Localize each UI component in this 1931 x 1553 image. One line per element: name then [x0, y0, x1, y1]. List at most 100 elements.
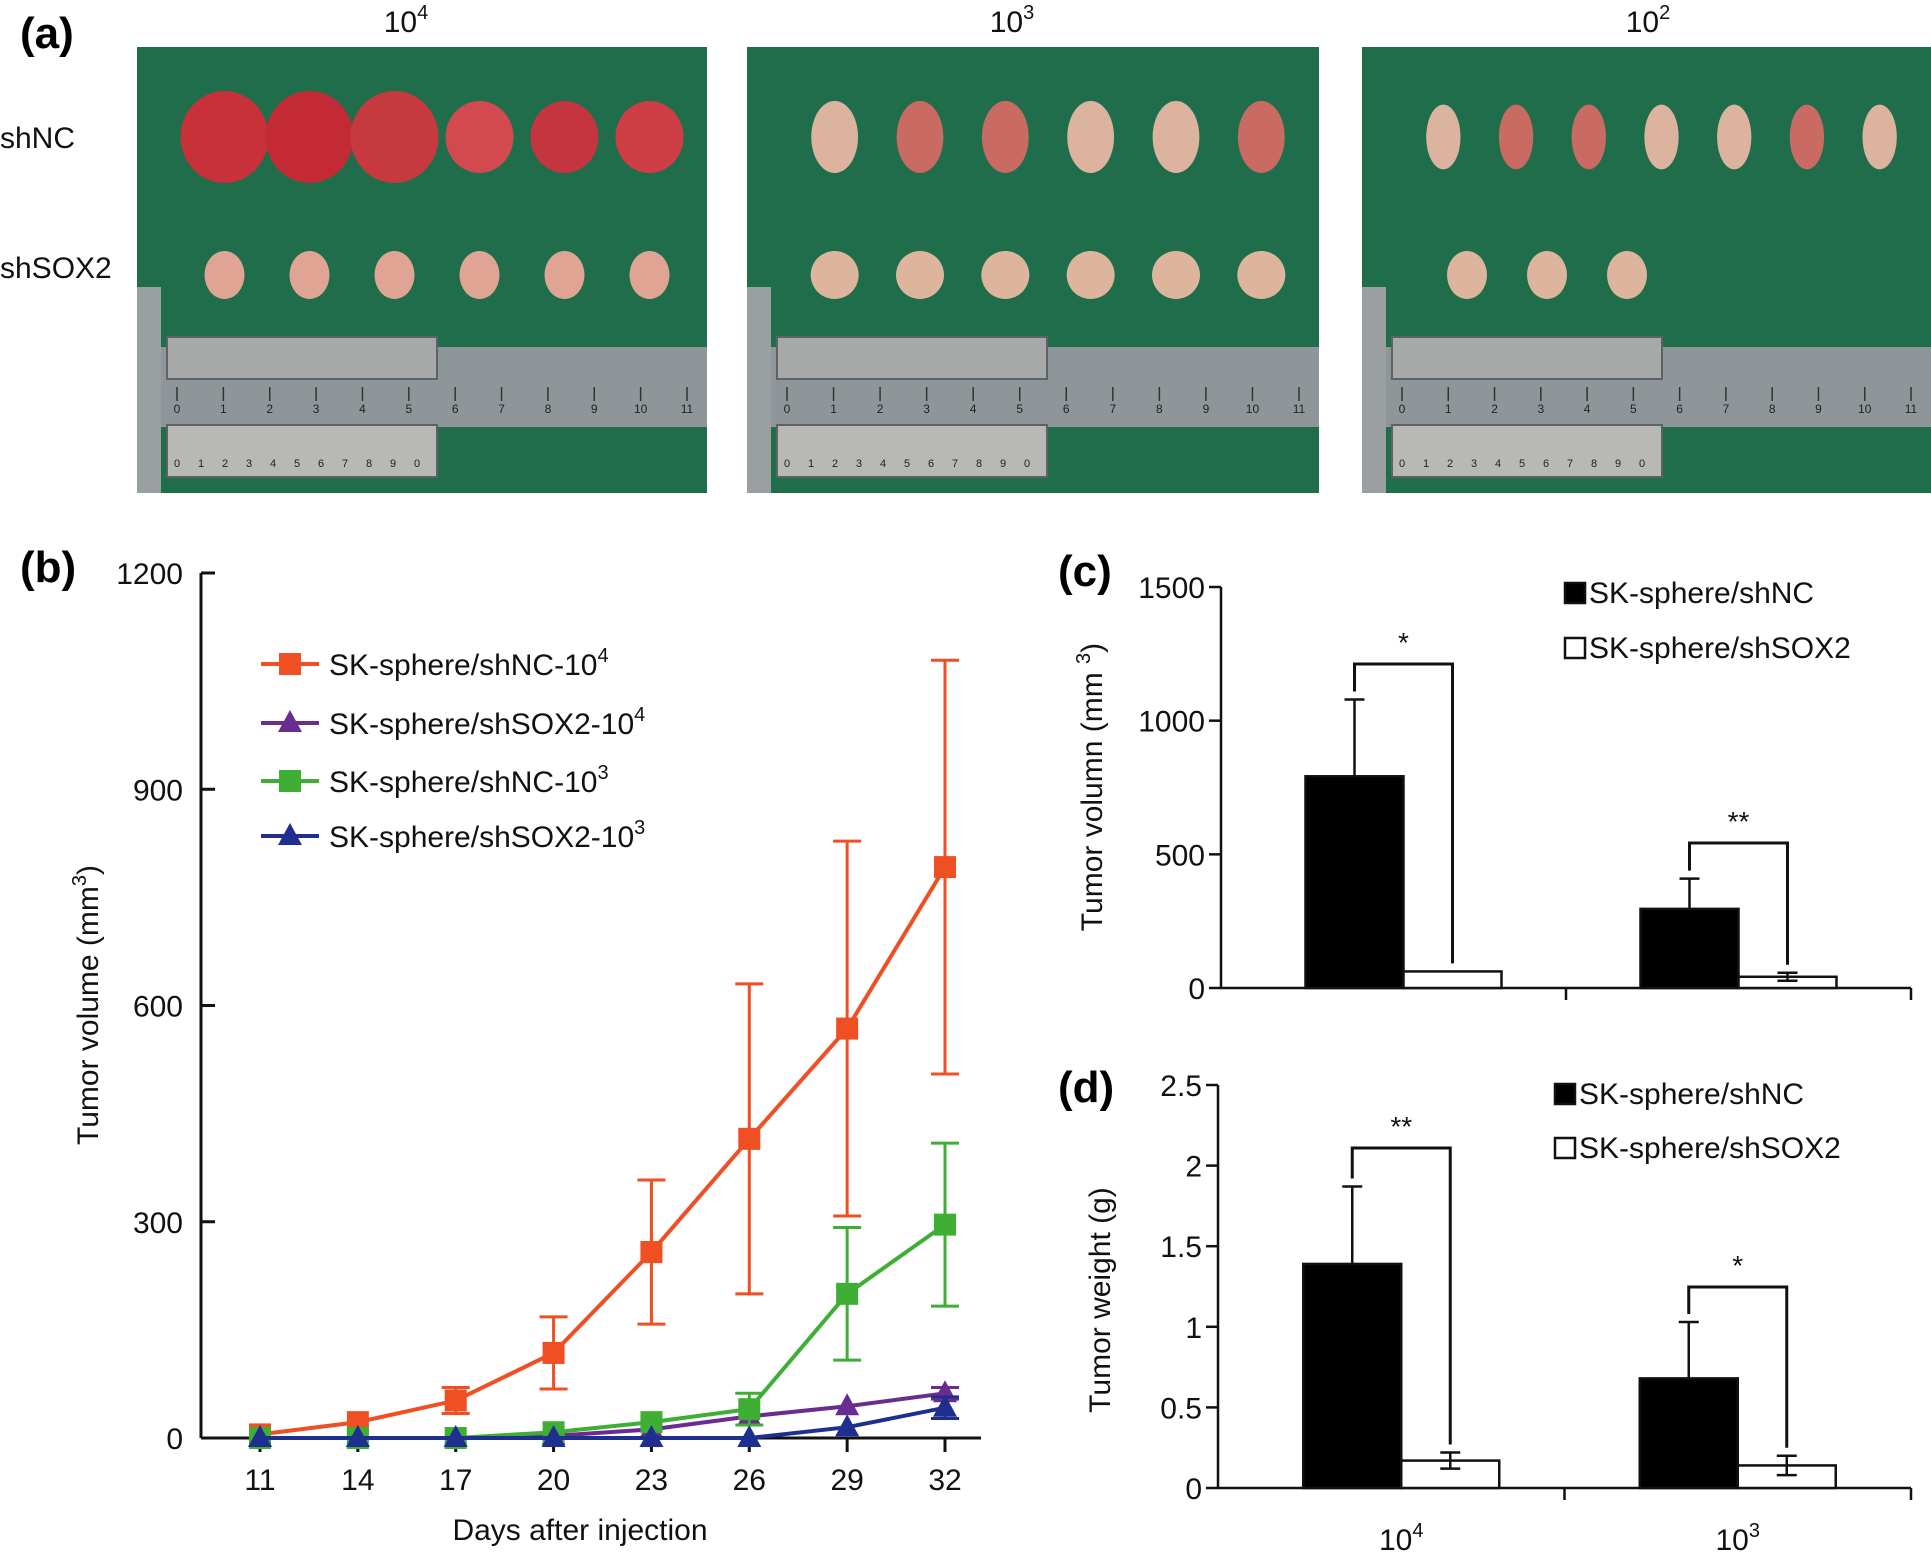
vernier-digit: 9 — [1615, 458, 1621, 470]
tumor-shnc — [1862, 104, 1897, 170]
chart-d-category-label-base: 10 — [1716, 1524, 1749, 1553]
chart-c-ytick-label: 500 — [1155, 839, 1205, 872]
ruler-digit: 7 — [1109, 402, 1116, 416]
chart-b-xtick-label: 23 — [635, 1464, 668, 1497]
ruler-digit: 0 — [1399, 402, 1406, 416]
chart-c-ytick-label: 1500 — [1138, 572, 1205, 605]
chart-d-plot: 00.511.522.5**104*103SK-sphere/shNCSK-sp… — [1160, 1070, 1913, 1553]
ruler-digit: 4 — [970, 402, 977, 416]
vernier-digit: 7 — [342, 458, 348, 470]
chart-b-legend-label-exp: 3 — [634, 817, 645, 839]
chart-b-legend-label-base: SK-sphere/shSOX2-10 — [329, 708, 634, 741]
chart-d-category-label: 104 — [1379, 1520, 1424, 1553]
ruler-digit: 2 — [1491, 402, 1498, 416]
chart-b-point — [639, 1425, 664, 1447]
chart-b-point — [836, 1017, 859, 1040]
ruler-digit: 11 — [681, 402, 694, 416]
chart-b-xtick-label: 29 — [830, 1464, 863, 1497]
chart-c-bar — [1639, 907, 1740, 990]
chart-d-significance-bracket — [1350, 1146, 1452, 1445]
tumor-shnc — [811, 101, 859, 173]
chart-c-significance-bracket — [1688, 841, 1789, 965]
vernier-digit: 5 — [904, 458, 910, 470]
ruler-digit: 4 — [1584, 402, 1591, 416]
ruler-digit: 9 — [1203, 402, 1210, 416]
vernier-digit: 1 — [1423, 458, 1429, 470]
tumor-shsox2 — [289, 251, 330, 299]
ruler-digit: 2 — [877, 402, 884, 416]
chart-b-point — [542, 1341, 565, 1364]
vernier-digit: 4 — [1495, 458, 1501, 470]
ruler-digit: 10 — [1246, 402, 1260, 416]
row-label-shnc: shNC — [0, 122, 75, 155]
caliper-top-jaw — [1391, 336, 1663, 380]
caliper-top-jaw — [166, 336, 438, 380]
vernier-digit: 3 — [856, 458, 862, 470]
chart-b-legend-label-exp: 3 — [597, 762, 608, 784]
caliper-jaw — [137, 287, 161, 493]
ruler-digit: 10 — [634, 402, 648, 416]
tumor-shsox2 — [1237, 251, 1286, 299]
tumor-shnc — [1067, 101, 1115, 173]
column-header-1: 104 — [384, 2, 429, 39]
chart-d-legend-swatch — [1553, 1082, 1577, 1106]
ruler-digit: 1 — [830, 402, 837, 416]
tumor-shsox2 — [1607, 251, 1647, 299]
chart-b-point — [737, 1425, 762, 1447]
chart-d-bar — [1302, 1262, 1403, 1490]
chart-d-significance-label: ** — [1390, 1111, 1412, 1142]
vernier-digit: 2 — [832, 458, 838, 470]
ruler-digit: 6 — [1063, 402, 1070, 416]
chart-b-legend-label-exp: 4 — [597, 645, 608, 667]
row-label-shsox2: shSOX2 — [0, 252, 112, 285]
tumor-photos: 0 1 2 3 4 5 6 7 8 9 10 110 1 2 3 4 5 6 7 8 9 00 1 2 3 4 5 6 7 8 9 10 110… — [137, 47, 1931, 493]
chart-b-point — [836, 1282, 859, 1305]
chart-c-bar — [1402, 970, 1503, 990]
ruler-digit: 9 — [591, 402, 598, 416]
vernier-digit: 0 — [1399, 458, 1405, 470]
chart-b-point — [934, 856, 956, 879]
chart-b-ytick-label: 900 — [133, 774, 183, 807]
tumor-shnc — [981, 101, 1029, 173]
vernier-digit: 6 — [928, 458, 934, 470]
chart-d-significance-label: * — [1732, 1250, 1743, 1281]
chart-c-legend-swatch — [1563, 636, 1587, 660]
chart-b-legend-marker — [278, 710, 302, 732]
chart-b-ytick-label: 0 — [166, 1423, 183, 1456]
chart-b-legend-label-base: SK-sphere/shNC-10 — [329, 766, 597, 799]
column-header-2-exp: 3 — [1023, 2, 1034, 24]
vernier-digit: 0 — [784, 458, 790, 470]
vernier-digit: 7 — [952, 458, 958, 470]
chart-d-category-label: 103 — [1716, 1520, 1761, 1553]
chart-d-ylabel: Tumor weight (g) — [1084, 1187, 1117, 1413]
chart-b-xtick-label: 32 — [928, 1464, 961, 1497]
tumor-shnc — [615, 101, 684, 173]
vernier-digit: 9 — [390, 458, 396, 470]
column-header-3: 102 — [1626, 2, 1671, 39]
ruler-digit: 7 — [1723, 402, 1730, 416]
chart-b-point — [444, 1389, 467, 1412]
chart-c-plot: 050010001500***SK-sphere/shNCSK-sphere/s… — [1138, 572, 1913, 1006]
chart-b-ylabel-tail: ) — [72, 865, 105, 875]
caliper-vernier — [776, 424, 1048, 478]
tumor-shnc — [1152, 101, 1200, 173]
panel-a-letter: (a) — [20, 9, 74, 58]
panel-a: (a) 104 103 102 shNC shSOX2 0 1 2 3 4 5 6 7 8 9 10… — [0, 2, 1931, 493]
ruler-digit: 8 — [1769, 402, 1776, 416]
vernier-digit: 1 — [808, 458, 814, 470]
chart-b-xtick-label: 20 — [537, 1464, 570, 1497]
tumor-shsox2 — [374, 251, 415, 299]
tumor-shnc — [1644, 104, 1679, 170]
chart-c-ylabel: Tumor volumn (mm 3) — [1073, 643, 1109, 931]
chart-d-ytick-label: 2.5 — [1160, 1070, 1202, 1103]
column-header-1-base: 10 — [384, 6, 417, 39]
chart-d-ytick-label: 0 — [1185, 1473, 1202, 1506]
ruler-digit: 5 — [1016, 402, 1023, 416]
ruler-digit: 0 — [174, 402, 181, 416]
vernier-digit: 0 — [1024, 458, 1030, 470]
chart-b-point — [835, 1393, 860, 1416]
tumor-shnc — [1498, 104, 1534, 170]
vernier-digit: 0 — [414, 458, 420, 470]
ruler-digit: 8 — [1156, 402, 1163, 416]
chart-b-point — [248, 1425, 272, 1447]
